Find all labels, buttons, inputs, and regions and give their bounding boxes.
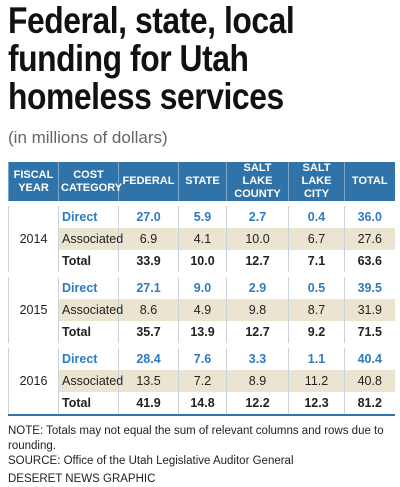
value-cell: 13.9 bbox=[178, 321, 227, 347]
value-cell: 11.2 bbox=[288, 370, 345, 392]
credit: DESERET NEWS GRAPHIC bbox=[8, 473, 156, 485]
value-cell: 12.7 bbox=[226, 321, 289, 347]
value-cell: 2.7 bbox=[226, 201, 289, 228]
category-cell: Total bbox=[58, 321, 119, 347]
value-cell: 9.0 bbox=[178, 272, 227, 299]
value-cell: 2.9 bbox=[226, 272, 289, 299]
column-header: COST CATEGORY bbox=[58, 162, 122, 204]
value-cell: 81.2 bbox=[344, 392, 395, 416]
value-cell: 8.9 bbox=[226, 370, 289, 392]
table-row: Associated 8.6 4.9 9.8 8.7 31.9 bbox=[9, 299, 395, 321]
value-cell: 13.5 bbox=[118, 370, 179, 392]
value-cell: 39.5 bbox=[344, 272, 395, 299]
table-row: 2015 Direct 27.1 9.0 2.9 0.5 39.5 bbox=[8, 272, 395, 347]
table-row: Associated 6.9 4.1 10.0 6.7 27.6 bbox=[9, 228, 395, 250]
category-cell: Direct bbox=[58, 272, 119, 299]
value-cell: 4.9 bbox=[178, 299, 227, 321]
table-row: Total 41.9 14.8 12.2 12.3 81.2 bbox=[9, 392, 395, 416]
value-cell: 10.0 bbox=[226, 228, 289, 250]
value-cell: 8.6 bbox=[118, 299, 179, 321]
value-cell: 63.6 bbox=[344, 250, 395, 276]
title-line: homeless services bbox=[8, 76, 284, 117]
value-cell: 7.6 bbox=[178, 343, 227, 370]
header-row: FISCAL YEAR COST CATEGORY FEDERAL STATE SALT… bbox=[8, 162, 395, 204]
value-cell: 27.6 bbox=[344, 228, 395, 250]
category-cell: Direct bbox=[58, 201, 119, 228]
table-row: Total 33.9 10.0 12.7 7.1 63.6 bbox=[9, 250, 395, 276]
value-cell: 9.8 bbox=[226, 299, 289, 321]
year-cell: 2015 bbox=[8, 272, 59, 347]
value-cell: 12.3 bbox=[288, 392, 345, 416]
column-header: FISCAL YEAR bbox=[8, 162, 59, 204]
value-cell: 6.7 bbox=[288, 228, 345, 250]
value-cell: 7.2 bbox=[178, 370, 227, 392]
table-body: 2014 Direct 27.0 5.9 2.7 0.4 36.0 Associated 6.9… bbox=[8, 201, 395, 416]
category-cell: Total bbox=[58, 392, 119, 416]
value-cell: 7.1 bbox=[288, 250, 345, 276]
subtitle: (in millions of dollars) bbox=[8, 128, 168, 147]
value-cell: 27.0 bbox=[118, 201, 179, 228]
table-row: 2016 Direct 28.4 7.6 3.3 1.1 40.4 bbox=[8, 343, 395, 416]
column-header: SALT LAKE CITY bbox=[288, 162, 345, 204]
value-cell: 12.2 bbox=[226, 392, 289, 416]
value-cell: 1.1 bbox=[288, 343, 345, 370]
year-cell: 2014 bbox=[8, 201, 59, 276]
column-header: FEDERAL bbox=[118, 162, 179, 204]
value-cell: 3.3 bbox=[226, 343, 289, 370]
category-cell: Associated bbox=[58, 299, 123, 321]
value-cell: 40.8 bbox=[344, 370, 395, 392]
value-cell: 6.9 bbox=[118, 228, 179, 250]
category-cell: Total bbox=[58, 250, 119, 276]
funding-table: FISCAL YEAR COST CATEGORY FEDERAL STATE SALT… bbox=[8, 162, 395, 416]
value-cell: 36.0 bbox=[344, 201, 395, 228]
value-cell: 31.9 bbox=[344, 299, 395, 321]
table-row: Total 35.7 13.9 12.7 9.2 71.5 bbox=[9, 321, 395, 347]
value-cell: 9.2 bbox=[288, 321, 345, 347]
table-row: 2014 Direct 27.0 5.9 2.7 0.4 36.0 bbox=[8, 201, 395, 276]
category-cell: Associated bbox=[58, 370, 123, 392]
value-cell: 5.9 bbox=[178, 201, 227, 228]
column-header: STATE bbox=[178, 162, 227, 204]
value-cell: 27.1 bbox=[118, 272, 179, 299]
value-cell: 35.7 bbox=[118, 321, 179, 347]
value-cell: 8.7 bbox=[288, 299, 345, 321]
note: NOTE: Totals may not equal the sum of re… bbox=[8, 425, 384, 452]
value-cell: 0.5 bbox=[288, 272, 345, 299]
value-cell: 14.8 bbox=[178, 392, 227, 416]
value-cell: 10.0 bbox=[178, 250, 227, 276]
year-cell: 2016 bbox=[8, 343, 59, 416]
title: Federal, state, local funding for Utah h… bbox=[8, 2, 386, 116]
source: SOURCE: Office of the Utah Legislative A… bbox=[8, 455, 294, 467]
category-cell: Associated bbox=[58, 228, 123, 250]
category-cell: Direct bbox=[58, 343, 119, 370]
value-cell: 41.9 bbox=[118, 392, 179, 416]
value-cell: 12.7 bbox=[226, 250, 289, 276]
value-cell: 40.4 bbox=[344, 343, 395, 370]
value-cell: 0.4 bbox=[288, 201, 345, 228]
title-line: funding for Utah bbox=[8, 38, 249, 79]
value-cell: 71.5 bbox=[344, 321, 395, 347]
value-cell: 33.9 bbox=[118, 250, 179, 276]
value-cell: 4.1 bbox=[178, 228, 227, 250]
column-header: TOTAL bbox=[344, 162, 395, 204]
value-cell: 28.4 bbox=[118, 343, 179, 370]
column-header: SALT LAKE COUNTY bbox=[226, 162, 289, 204]
footer: NOTE: Totals may not equal the sum of re… bbox=[8, 424, 398, 487]
title-line: Federal, state, local bbox=[8, 0, 295, 41]
table-row: Associated 13.5 7.2 8.9 11.2 40.8 bbox=[9, 370, 395, 392]
